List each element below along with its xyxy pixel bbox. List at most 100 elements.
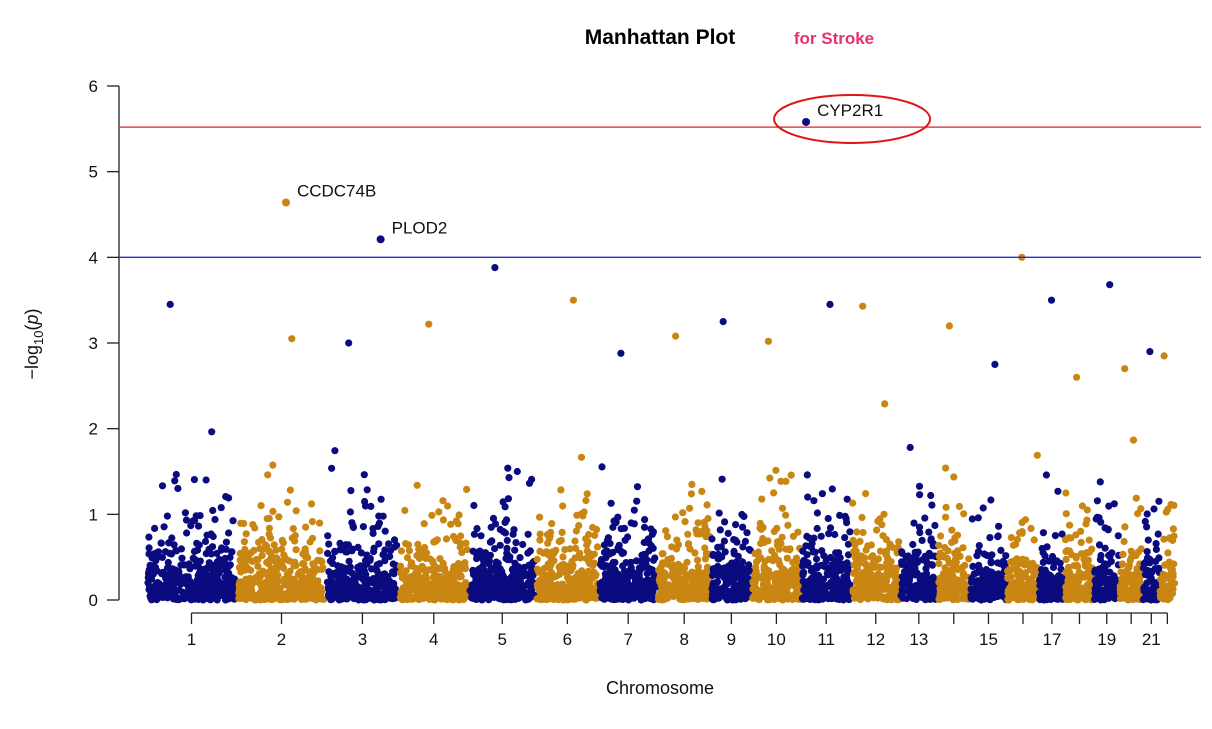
snp-point — [416, 587, 424, 595]
snp-point — [849, 499, 857, 507]
snp-point — [170, 541, 178, 549]
snp-point — [459, 584, 467, 592]
snp-point — [1036, 596, 1044, 604]
snp-point — [463, 485, 471, 493]
snp-point — [721, 564, 729, 572]
snp-point — [307, 500, 316, 508]
snp-point — [309, 569, 318, 577]
snp-point — [761, 557, 769, 565]
snp-point — [874, 571, 882, 579]
snp-point — [657, 571, 665, 579]
snp-point — [286, 486, 294, 494]
snp-point — [936, 574, 944, 582]
snp-point — [730, 586, 739, 595]
snp-point — [221, 573, 229, 581]
snp-point — [1165, 534, 1173, 543]
snp-point — [1070, 562, 1078, 570]
snp-point — [571, 554, 579, 562]
snp-point — [1085, 548, 1093, 556]
snp-point — [1013, 586, 1021, 594]
snp-point — [721, 518, 729, 526]
snp-point — [306, 589, 315, 598]
snp-point — [555, 563, 563, 571]
snp-point — [181, 589, 189, 597]
snp-point — [688, 586, 697, 595]
snp-point — [193, 539, 201, 547]
snp-point — [752, 558, 761, 566]
snp-point — [915, 523, 924, 531]
snp-point — [171, 566, 179, 574]
y-tick-label: 5 — [89, 163, 98, 182]
snp-point — [148, 571, 156, 579]
snp-point — [222, 493, 230, 501]
snp-point — [817, 579, 825, 587]
snp-point — [739, 523, 747, 531]
snp-point — [717, 543, 725, 551]
snp-point — [674, 541, 683, 549]
snp-point — [987, 558, 995, 566]
snp-point — [1031, 564, 1039, 572]
snp-point — [242, 530, 250, 538]
snp-point — [548, 520, 556, 528]
snp-point — [483, 581, 491, 589]
snp-point — [1022, 573, 1030, 581]
snp-point — [489, 514, 498, 523]
snp-point — [710, 566, 718, 574]
snp-point — [557, 536, 565, 545]
snp-point — [821, 563, 829, 571]
snp-point — [1021, 516, 1030, 524]
snp-point — [220, 589, 228, 597]
snp-point — [509, 568, 517, 576]
x-axis-label: Chromosome — [606, 678, 714, 698]
snp-point — [588, 551, 596, 560]
snp-point — [272, 558, 280, 566]
snp-point — [275, 513, 283, 521]
snp-point — [557, 486, 565, 494]
snp-point — [456, 571, 464, 579]
snp-point — [420, 520, 428, 528]
snp-point — [927, 491, 935, 500]
x-tick-label: 17 — [1042, 630, 1061, 649]
snp-point — [151, 524, 159, 533]
snp-point — [376, 572, 385, 580]
snp-point — [208, 543, 217, 551]
snp-point — [213, 568, 221, 576]
snp-point — [818, 588, 826, 596]
snp-point — [617, 574, 625, 583]
peak-point — [288, 335, 296, 343]
snp-point — [256, 590, 264, 598]
snp-point — [839, 560, 848, 569]
snp-point — [1117, 582, 1125, 591]
snp-point — [379, 594, 387, 603]
snp-point — [472, 595, 480, 604]
snp-point — [1051, 532, 1059, 540]
snp-point — [504, 495, 512, 503]
snp-point — [721, 548, 729, 556]
snp-point — [317, 557, 325, 565]
snp-point — [324, 532, 332, 540]
snp-point — [360, 471, 368, 479]
snp-point — [853, 562, 861, 571]
peak-point — [826, 300, 834, 308]
snp-point — [955, 502, 964, 511]
snp-point — [1062, 588, 1070, 596]
snp-point — [647, 595, 655, 603]
chart-title: Manhattan Plot — [585, 26, 736, 49]
snp-point — [421, 543, 429, 552]
snp-point — [207, 550, 215, 558]
snp-point — [554, 596, 562, 604]
snp-point — [614, 544, 622, 552]
snp-point — [640, 523, 649, 531]
snp-point — [1071, 575, 1080, 584]
snp-point — [228, 548, 236, 556]
snp-point — [370, 544, 378, 552]
snp-point — [986, 552, 994, 561]
snp-point — [778, 504, 787, 512]
snp-point — [336, 539, 344, 548]
snp-point — [1002, 552, 1010, 560]
snp-point — [316, 547, 324, 555]
snp-point — [980, 550, 988, 558]
snp-point — [209, 593, 217, 601]
snp-point — [870, 585, 878, 593]
snp-point — [1041, 567, 1049, 576]
